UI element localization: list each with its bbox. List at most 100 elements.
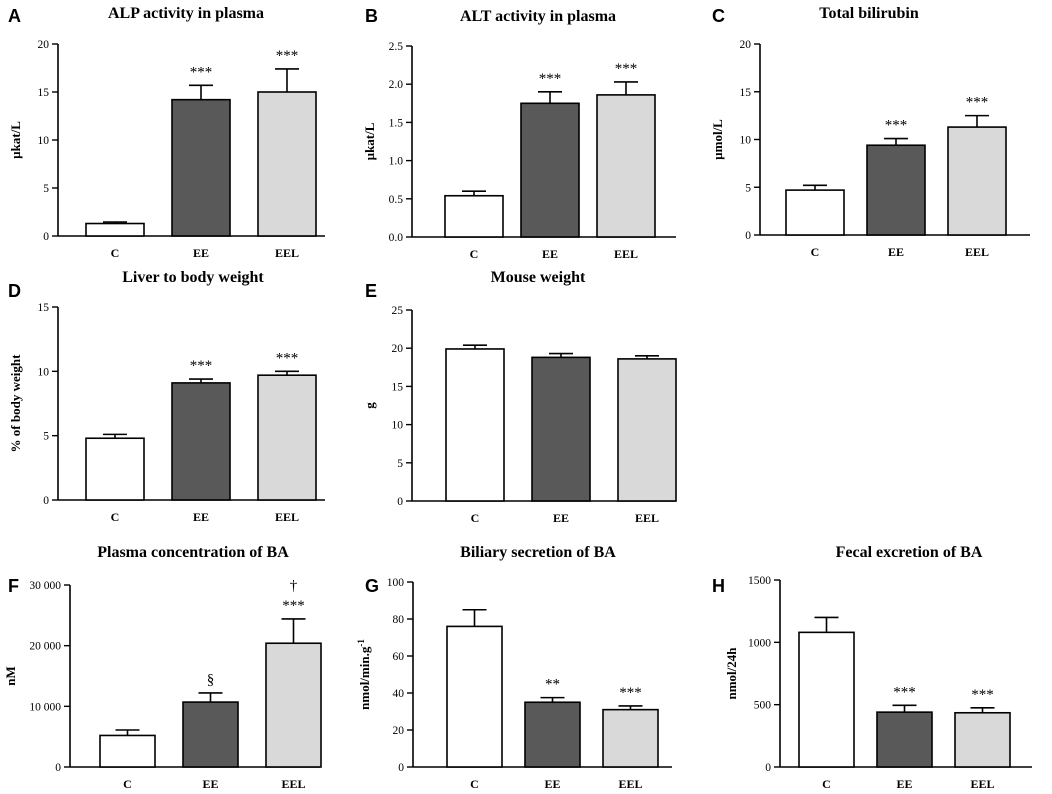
y-tick-label: 10 000 [29,701,61,713]
category-label: EE [193,246,209,260]
y-axis-label-text: µmol/L [710,119,725,160]
bar-eel [617,358,677,502]
chart-title: Plasma concentration of BA [97,544,289,561]
bar-c [446,625,503,768]
category-label: EEL [635,511,659,525]
panel-h: H Fecal excretion of BA 0 500 1000 1500 nmol/2… [712,544,1032,791]
y-axis-label: nM [3,666,18,686]
category-label: C [811,245,820,259]
y-tick-label: 5 [43,183,49,195]
panel-letter: A [8,6,21,26]
bar-ee [171,382,231,501]
category-label: EEL [970,777,994,791]
y-tick-label: 0 [397,496,403,508]
bar-eel [265,642,322,768]
category-label: EEL [618,777,642,791]
significance-marker: *** [615,61,638,77]
panel-letter: C [712,6,725,26]
y-tick-label: 100 [387,577,405,589]
category-label: EE [553,511,569,525]
significance-marker: *** [190,64,213,80]
y-tick-label: 20 000 [29,641,61,653]
y-tick-label: 10 [38,135,50,147]
panel-letter: B [365,6,378,26]
significance-marker: *** [966,95,989,111]
y-tick-label: 20 [38,39,50,51]
significance-marker: § [207,672,215,688]
y-tick-label: 0 [43,495,49,507]
y-tick-label: 20 [392,343,404,355]
y-tick-label: 20 [740,39,752,51]
category-label: EE [202,777,218,791]
y-tick-label: 0 [398,762,404,774]
chart-title: Fecal excretion of BA [836,544,983,561]
y-tick-label: 5 [43,431,49,443]
y-tick-label: 0 [745,230,751,242]
panel-b: B ALT activity in plasma 0.0 0.5 1.0 1.5 2.0 2.… [362,6,676,261]
y-tick-label: 0 [43,231,49,243]
bar-c [85,222,145,237]
y-axis-label-text: µkat/L [362,122,377,160]
y-axis-label-superscript: -1 [356,639,366,647]
category-label: EEL [275,510,299,524]
significance-marker: *** [619,685,642,701]
y-axis-label: µkat/L [362,122,377,160]
y-tick-label: 10 [740,135,752,147]
y-tick-label: 30 000 [29,580,61,592]
y-tick-label: 20 [393,725,405,737]
significance-marker: *** [276,48,299,64]
bar-eel [602,708,659,768]
significance-marker: *** [893,684,916,700]
significance-marker: ** [545,677,560,693]
y-tick-label: 5 [745,182,751,194]
y-tick-label: 2.0 [389,79,404,91]
y-axis-label-text: nM [3,666,18,686]
panel-d: D Liver to body weight 0 5 10 15 % of body wei… [8,269,325,524]
significance-marker: *** [282,598,305,614]
category-label: C [123,777,132,791]
y-axis-label-text: nmol/24h [724,647,739,700]
y-tick-label: 5 [397,458,403,470]
bar-ee [182,701,239,768]
panel-e: E Mouse weight 0 5 10 15 20 25 g C EE EEL [362,269,677,525]
bar-c [99,734,156,768]
bar-eel [596,94,656,238]
category-label: EEL [275,246,299,260]
category-label: C [470,247,479,261]
y-tick-label: 80 [393,614,405,626]
chart-title: ALP activity in plasma [108,5,264,22]
bar-ee [524,701,581,768]
y-tick-label: 500 [754,700,772,712]
panel-letter: D [8,281,21,301]
panel-letter: F [8,576,19,596]
bar-eel [954,711,1011,768]
category-label: C [111,246,120,260]
panel-c: C Total bilirubin 0 5 10 15 20 µmol/L C EE *** EEL *… [710,5,1030,259]
bar-ee [876,711,933,768]
y-tick-label: 10 [38,366,50,378]
y-tick-label: 0 [55,762,61,774]
significance-marker: *** [276,350,299,366]
bar-ee [520,102,580,238]
chart-title: Liver to body weight [122,269,264,286]
y-axis-label-text: nmol/min.g [357,646,372,710]
y-tick-label: 15 [38,302,50,314]
category-label: EEL [965,245,989,259]
category-label: EE [896,777,912,791]
y-tick-label: 1.5 [389,117,404,129]
bar-ee [531,356,591,502]
category-label: C [470,777,479,791]
y-tick-label: 2.5 [389,41,404,53]
significance-marker: *** [190,358,213,374]
category-label: EE [544,777,560,791]
category-label: C [111,510,120,524]
significance-marker: *** [971,687,994,703]
panel-letter: G [365,576,379,596]
y-tick-label: 10 [392,420,404,432]
chart-title: Biliary secretion of BA [460,544,616,561]
y-tick-label: 60 [393,651,405,663]
y-tick-label: 1500 [748,575,771,587]
y-tick-label: 15 [740,87,752,99]
panel-a: A ALP activity in plasma 0 5 10 15 20 µkat/L C EE… [8,5,325,260]
